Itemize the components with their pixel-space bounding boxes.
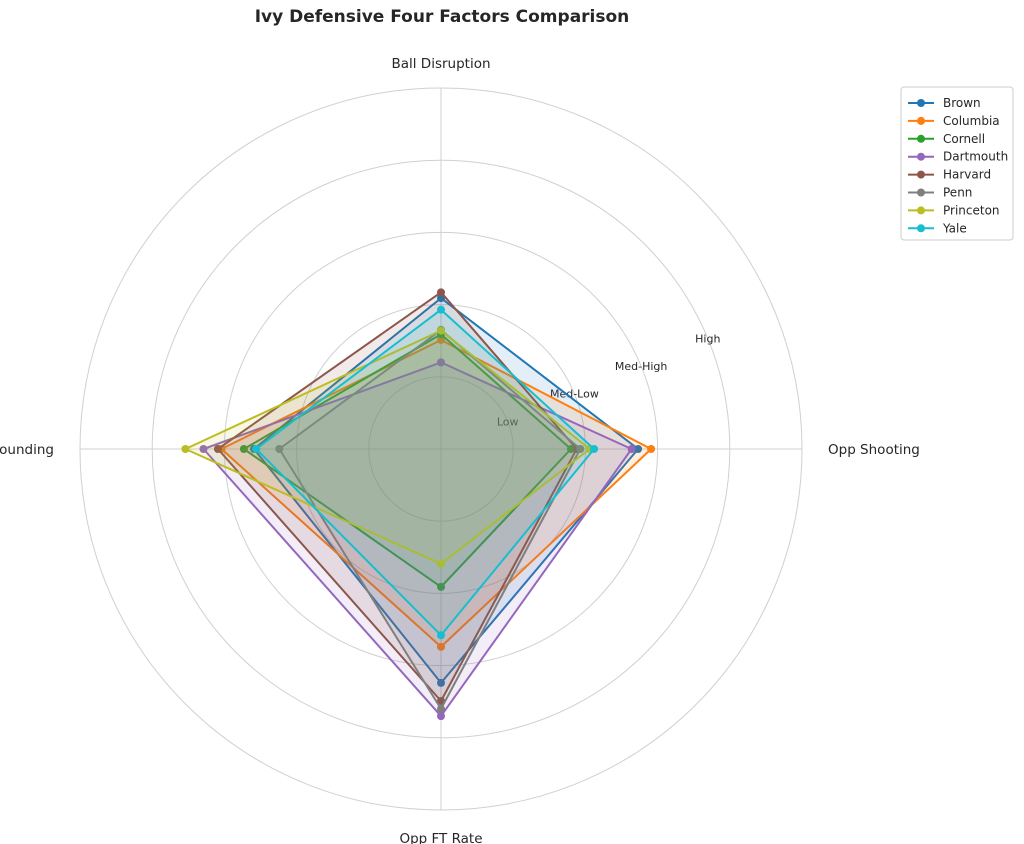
series-area [217,292,577,701]
series-point [437,642,445,651]
series-point [437,712,445,721]
legend-swatch-marker [917,116,925,125]
series-point [239,445,248,453]
series-point [437,582,445,591]
series-point [627,445,636,453]
series-point [181,445,190,453]
series-layer [181,288,656,721]
legend-swatch-marker [917,99,925,107]
series-point [437,358,445,367]
series-area [185,330,590,564]
legend: Brown Columbia Cornell Dartmouth Harvard Penn… [900,86,1014,241]
legend-label: Penn [943,186,972,200]
axis-label: Opp Shooting [828,442,920,458]
series-area [256,309,595,636]
series-point [437,696,445,705]
legend-entry: Brown [908,96,981,110]
series-point [437,305,445,314]
series-point [213,445,222,453]
legend-items: Brown Columbia Cornell Dartmouth Harvard Penn… [908,96,1008,235]
series-point [252,445,261,453]
legend-label: Cornell [943,132,985,146]
legend-entry: Penn [908,186,972,200]
legend-swatch-marker [917,224,925,233]
legend-entry: Columbia [908,114,1000,128]
legend-label: Yale [942,221,967,235]
series-point [437,559,445,568]
series-point [437,288,445,297]
ring-label: Med-High [615,360,668,373]
legend-swatch-marker [917,206,925,215]
series-point [437,335,445,344]
legend-entry: Princeton [908,203,1000,217]
axis-label: Opp FT Rate [399,831,482,844]
legend-swatch-marker [917,152,925,161]
legend-frame [900,86,1014,241]
series-point [647,445,656,453]
series-point [590,445,599,453]
legend-entry: Cornell [908,132,985,146]
series-point [437,704,445,713]
legend-entry: Yale [908,221,967,235]
legend-swatch-marker [917,188,925,197]
chart-title: Ivy Defensive Four Factors Comparison [255,7,630,27]
series-point [275,445,284,453]
radar-grid [79,87,803,811]
legend-entry: Harvard [908,168,991,182]
series-point [437,678,445,687]
legend-label: Princeton [943,203,1000,217]
axis-label: Def Rebounding [0,442,54,458]
series-point [199,445,208,453]
ring-label: Low [497,415,519,428]
series-area [243,334,571,587]
legend-label: Brown [943,96,981,110]
legend-label: Dartmouth [943,150,1008,164]
legend-swatch-marker [917,134,925,143]
legend-label: Columbia [943,114,1000,128]
axis-labels: Ball Disruption Opp Shooting Opp FT Rate De… [0,56,920,844]
series-area [203,362,632,717]
series-point [566,445,575,453]
series-area [254,298,639,683]
legend-swatch-marker [917,170,925,179]
series-point [634,445,643,453]
axis-label: Ball Disruption [391,56,490,72]
legend-label: Harvard [943,168,991,182]
series-point [437,631,445,640]
series-point [437,326,445,335]
series-area [279,329,581,709]
legend-entry: Dartmouth [908,150,1008,164]
ring-label: High [695,332,720,345]
series-point [576,445,585,453]
